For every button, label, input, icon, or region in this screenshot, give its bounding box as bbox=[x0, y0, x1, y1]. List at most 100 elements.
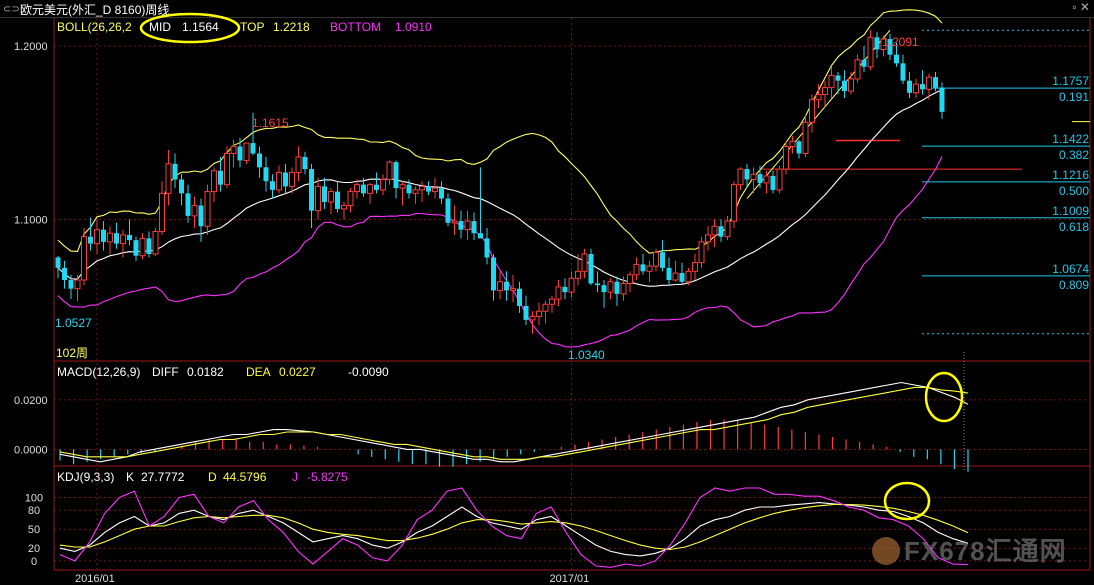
candle-body bbox=[179, 179, 184, 194]
candle-body bbox=[815, 94, 822, 101]
candle-body bbox=[172, 163, 178, 180]
fib-ratio-label: 0.809 bbox=[1059, 278, 1089, 292]
candle bbox=[302, 151, 308, 175]
candle bbox=[146, 231, 152, 258]
candle bbox=[497, 271, 503, 300]
candle bbox=[536, 302, 542, 326]
candle-body bbox=[439, 188, 444, 199]
macd-dea-label: DEA bbox=[246, 365, 271, 379]
candle-body bbox=[672, 272, 679, 281]
candle-body bbox=[62, 267, 67, 280]
candle-body bbox=[347, 191, 354, 206]
candle bbox=[386, 160, 393, 185]
candle bbox=[575, 254, 581, 286]
candle-body bbox=[685, 270, 692, 283]
candle bbox=[887, 33, 893, 60]
window-title: 欧元美元(外汇_D 8160)周线 bbox=[20, 3, 170, 17]
candle-body bbox=[354, 184, 360, 193]
candle-body bbox=[68, 280, 74, 289]
fib-price-label: 1.1216 bbox=[1052, 168, 1089, 182]
candle-body bbox=[555, 286, 562, 300]
boll-mid-label: MID bbox=[149, 20, 171, 34]
candle-body bbox=[55, 257, 61, 268]
y-tick-label: 0.0000 bbox=[14, 444, 48, 456]
kdj-k-value: 27.7772 bbox=[141, 470, 185, 484]
window-controls-icon[interactable]: ▫ ✕ bbox=[1072, 0, 1090, 14]
candle-body bbox=[601, 285, 607, 293]
candle bbox=[874, 32, 880, 59]
candle bbox=[646, 260, 653, 282]
candle-body bbox=[523, 306, 529, 320]
boll-mid-line bbox=[57, 89, 943, 287]
macd-panel bbox=[59, 381, 969, 472]
candle bbox=[179, 174, 184, 206]
candle-body bbox=[614, 281, 620, 294]
candle-body bbox=[842, 80, 847, 92]
candle bbox=[698, 236, 705, 268]
candle-body bbox=[757, 174, 763, 183]
candle bbox=[107, 226, 113, 254]
candle-body bbox=[165, 163, 172, 194]
candle-body bbox=[230, 146, 237, 154]
candle bbox=[920, 70, 925, 95]
candle-body bbox=[933, 77, 938, 88]
candle-body bbox=[750, 173, 757, 180]
candle-body bbox=[562, 286, 568, 293]
candle-body bbox=[289, 172, 295, 187]
candle bbox=[445, 193, 451, 227]
y-tick-label: 1.1000 bbox=[14, 214, 48, 226]
candle-body bbox=[698, 241, 705, 264]
candle bbox=[867, 30, 874, 71]
candle bbox=[211, 167, 217, 202]
candle-body bbox=[399, 184, 406, 189]
candle bbox=[900, 54, 906, 85]
candle bbox=[555, 280, 562, 306]
candle bbox=[380, 174, 386, 196]
candle-body bbox=[607, 281, 614, 293]
kdj-j-value: -5.8275 bbox=[307, 470, 348, 484]
candle bbox=[809, 94, 815, 133]
kdj-j-line bbox=[59, 487, 969, 568]
candle bbox=[263, 156, 269, 192]
candle-body bbox=[620, 282, 627, 295]
candle-body bbox=[367, 184, 373, 194]
candle bbox=[322, 177, 327, 209]
bars-count-label: 102周 bbox=[56, 346, 88, 360]
candle-body bbox=[588, 254, 594, 284]
kdj-panel bbox=[59, 487, 969, 568]
candle-body bbox=[198, 205, 204, 227]
candle-body bbox=[484, 238, 490, 258]
candle bbox=[848, 72, 854, 95]
candle-body bbox=[796, 141, 802, 154]
candle-body bbox=[939, 87, 945, 112]
candle bbox=[172, 153, 178, 189]
candle-body bbox=[478, 233, 483, 239]
candle-body bbox=[146, 238, 152, 254]
candle-body bbox=[276, 172, 282, 191]
candle-body bbox=[419, 185, 425, 191]
fib-ratio-label: 0.382 bbox=[1059, 148, 1089, 162]
candlesticks[interactable] bbox=[55, 30, 945, 334]
candle-body bbox=[237, 146, 243, 161]
fib-price-label: 1.0674 bbox=[1052, 262, 1089, 276]
candle-body bbox=[517, 288, 522, 306]
candle-body bbox=[335, 191, 340, 209]
candle bbox=[588, 248, 594, 286]
candle-body bbox=[646, 265, 653, 272]
candle-body bbox=[302, 156, 308, 170]
candle-body bbox=[471, 221, 477, 234]
y-tick-label: 100 bbox=[25, 493, 43, 505]
candle bbox=[581, 248, 588, 279]
boll-bottom-label: BOTTOM bbox=[330, 20, 381, 34]
candle-body bbox=[809, 99, 815, 123]
candle bbox=[757, 165, 763, 189]
mid-highlight-ellipse bbox=[139, 12, 241, 44]
candle bbox=[94, 219, 100, 254]
candle-body bbox=[802, 121, 809, 154]
boll-top-value: 1.2218 bbox=[273, 20, 310, 34]
candle bbox=[289, 167, 295, 194]
macd-diff-line bbox=[59, 381, 969, 463]
candle bbox=[504, 271, 509, 301]
candle-body bbox=[451, 220, 458, 224]
